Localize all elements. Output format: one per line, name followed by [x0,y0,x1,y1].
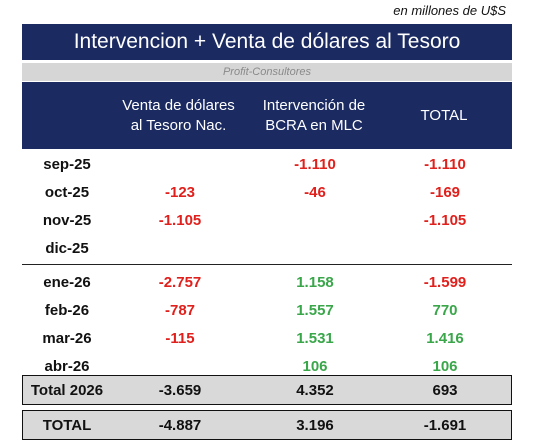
header-intervencion: Intervención de BCRA en MLC [245,82,383,149]
intervencion-cell: 3.196 [296,416,334,434]
intervencion-cell: 1.158 [296,273,334,291]
header-intervencion-line1: Intervención de [262,96,366,114]
table-row: ene-26 -2.757 1.158 -1.599 [22,268,512,296]
total-cell [385,234,505,262]
source-label: Profit-Consultores [22,63,512,81]
row-label: abr-26 [44,357,90,375]
row-label: nov-25 [42,211,92,229]
row-label: TOTAL [42,416,92,434]
table-row: nov-25 -1.105 -1.105 [22,206,512,234]
table-row: abr-26 106 106 [22,352,512,380]
venta-cell [115,150,245,178]
total-cell: 770 [432,301,458,319]
header-total: TOTAL [420,106,468,124]
venta-cell: -1.105 [158,211,202,229]
table-row: dic-25 [22,234,512,262]
table-row: feb-26 -787 1.557 770 [22,296,512,324]
header-intervencion-line2: BCRA en MLC [265,116,363,134]
total-cell: 1.416 [426,329,464,347]
year-divider [22,264,512,265]
intervencion-cell: 1.531 [296,329,334,347]
venta-cell: -4.887 [158,416,202,434]
venta-cell: -115 [165,329,195,347]
header-venta-line1: Venta de dólares [122,96,235,114]
total-cell: 106 [432,357,458,375]
intervencion-cell [245,234,385,262]
venta-cell: -787 [164,301,196,319]
row-label: Total 2026 [30,381,104,399]
row-label: ene-26 [43,273,91,291]
table-row: sep-25 -1.110 -1.110 [22,150,512,178]
row-label: feb-26 [44,301,90,319]
total-cell: -169 [429,183,461,201]
header-venta: Venta de dólares al Tesoro Nac. [115,82,242,149]
table-title: Intervencion + Venta de dólares al Tesor… [22,24,512,60]
row-label: mar-26 [42,329,92,347]
column-header-row: Venta de dólares al Tesoro Nac. Intervenc… [22,82,512,149]
row-label: oct-25 [44,183,90,201]
venta-cell: -2.757 [158,273,202,291]
grand-total-row: TOTAL -4.887 3.196 -1.691 [22,411,512,439]
intervencion-cell [245,206,385,234]
header-venta-line2: al Tesoro Nac. [130,116,227,134]
venta-cell: -3.659 [158,381,202,399]
row-label: sep-25 [43,155,91,173]
intervencion-cell: -1.110 [294,155,336,173]
total-cell: -1.110 [424,155,466,173]
total-cell: -1.599 [423,273,467,291]
total-cell: 693 [432,381,458,399]
intervencion-cell: 4.352 [296,381,334,399]
venta-cell [115,234,245,262]
intervencion-cell: -46 [304,183,326,201]
total-2026-row: Total 2026 -3.659 4.352 693 [22,376,512,404]
intervencion-cell: 1.557 [296,301,334,319]
table-row: mar-26 -115 1.531 1.416 [22,324,512,352]
unit-note: en millones de U$S [393,3,506,18]
total-cell: -1.105 [423,211,467,229]
intervencion-cell: 106 [302,357,328,375]
row-label: dic-25 [45,239,89,257]
total-cell: -1.691 [423,416,467,434]
table-row: oct-25 -123 -46 -169 [22,178,512,206]
venta-cell: -123 [164,183,196,201]
